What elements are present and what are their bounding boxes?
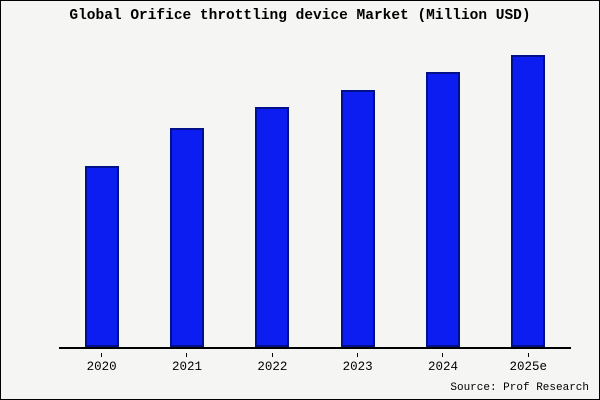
bar-slot-2024	[400, 46, 485, 347]
x-tick	[271, 353, 273, 357]
bar-2023	[340, 89, 375, 347]
x-tick-label-2020: 2020	[86, 360, 117, 374]
bar-2024	[425, 72, 460, 347]
x-label-slot-2020: 2020	[59, 353, 144, 374]
x-label-slot-2025e: 2025e	[486, 353, 571, 374]
x-tick	[186, 353, 188, 357]
x-tick-label-2022: 2022	[257, 360, 288, 374]
x-label-slot-2021: 2021	[144, 353, 229, 374]
bar-2025e	[511, 54, 546, 347]
bar-slot-2021	[144, 46, 229, 347]
bar-slot-2025e	[486, 46, 571, 347]
x-axis: 2020 2021 2022 2023 2024 2025e	[59, 353, 571, 374]
chart-title: Global Orifice throttling device Market …	[69, 8, 531, 24]
source-label: Source: Prof Research	[450, 382, 589, 394]
bar-2020	[84, 165, 119, 347]
bar-2022	[255, 107, 290, 347]
bar-slot-2020	[59, 46, 144, 347]
x-label-slot-2024: 2024	[400, 353, 485, 374]
bar-slot-2023	[315, 46, 400, 347]
plot-area	[59, 46, 571, 349]
x-tick-label-2023: 2023	[342, 360, 373, 374]
bar-slot-2022	[230, 46, 315, 347]
x-tick	[442, 353, 444, 357]
x-label-slot-2022: 2022	[230, 353, 315, 374]
x-tick-label-2021: 2021	[171, 360, 202, 374]
x-label-slot-2023: 2023	[315, 353, 400, 374]
x-tick-label-2025e: 2025e	[509, 360, 548, 374]
x-tick	[527, 353, 529, 357]
x-tick-label-2024: 2024	[427, 360, 458, 374]
x-tick	[101, 353, 103, 357]
x-tick	[357, 353, 359, 357]
bar-2021	[169, 127, 204, 347]
